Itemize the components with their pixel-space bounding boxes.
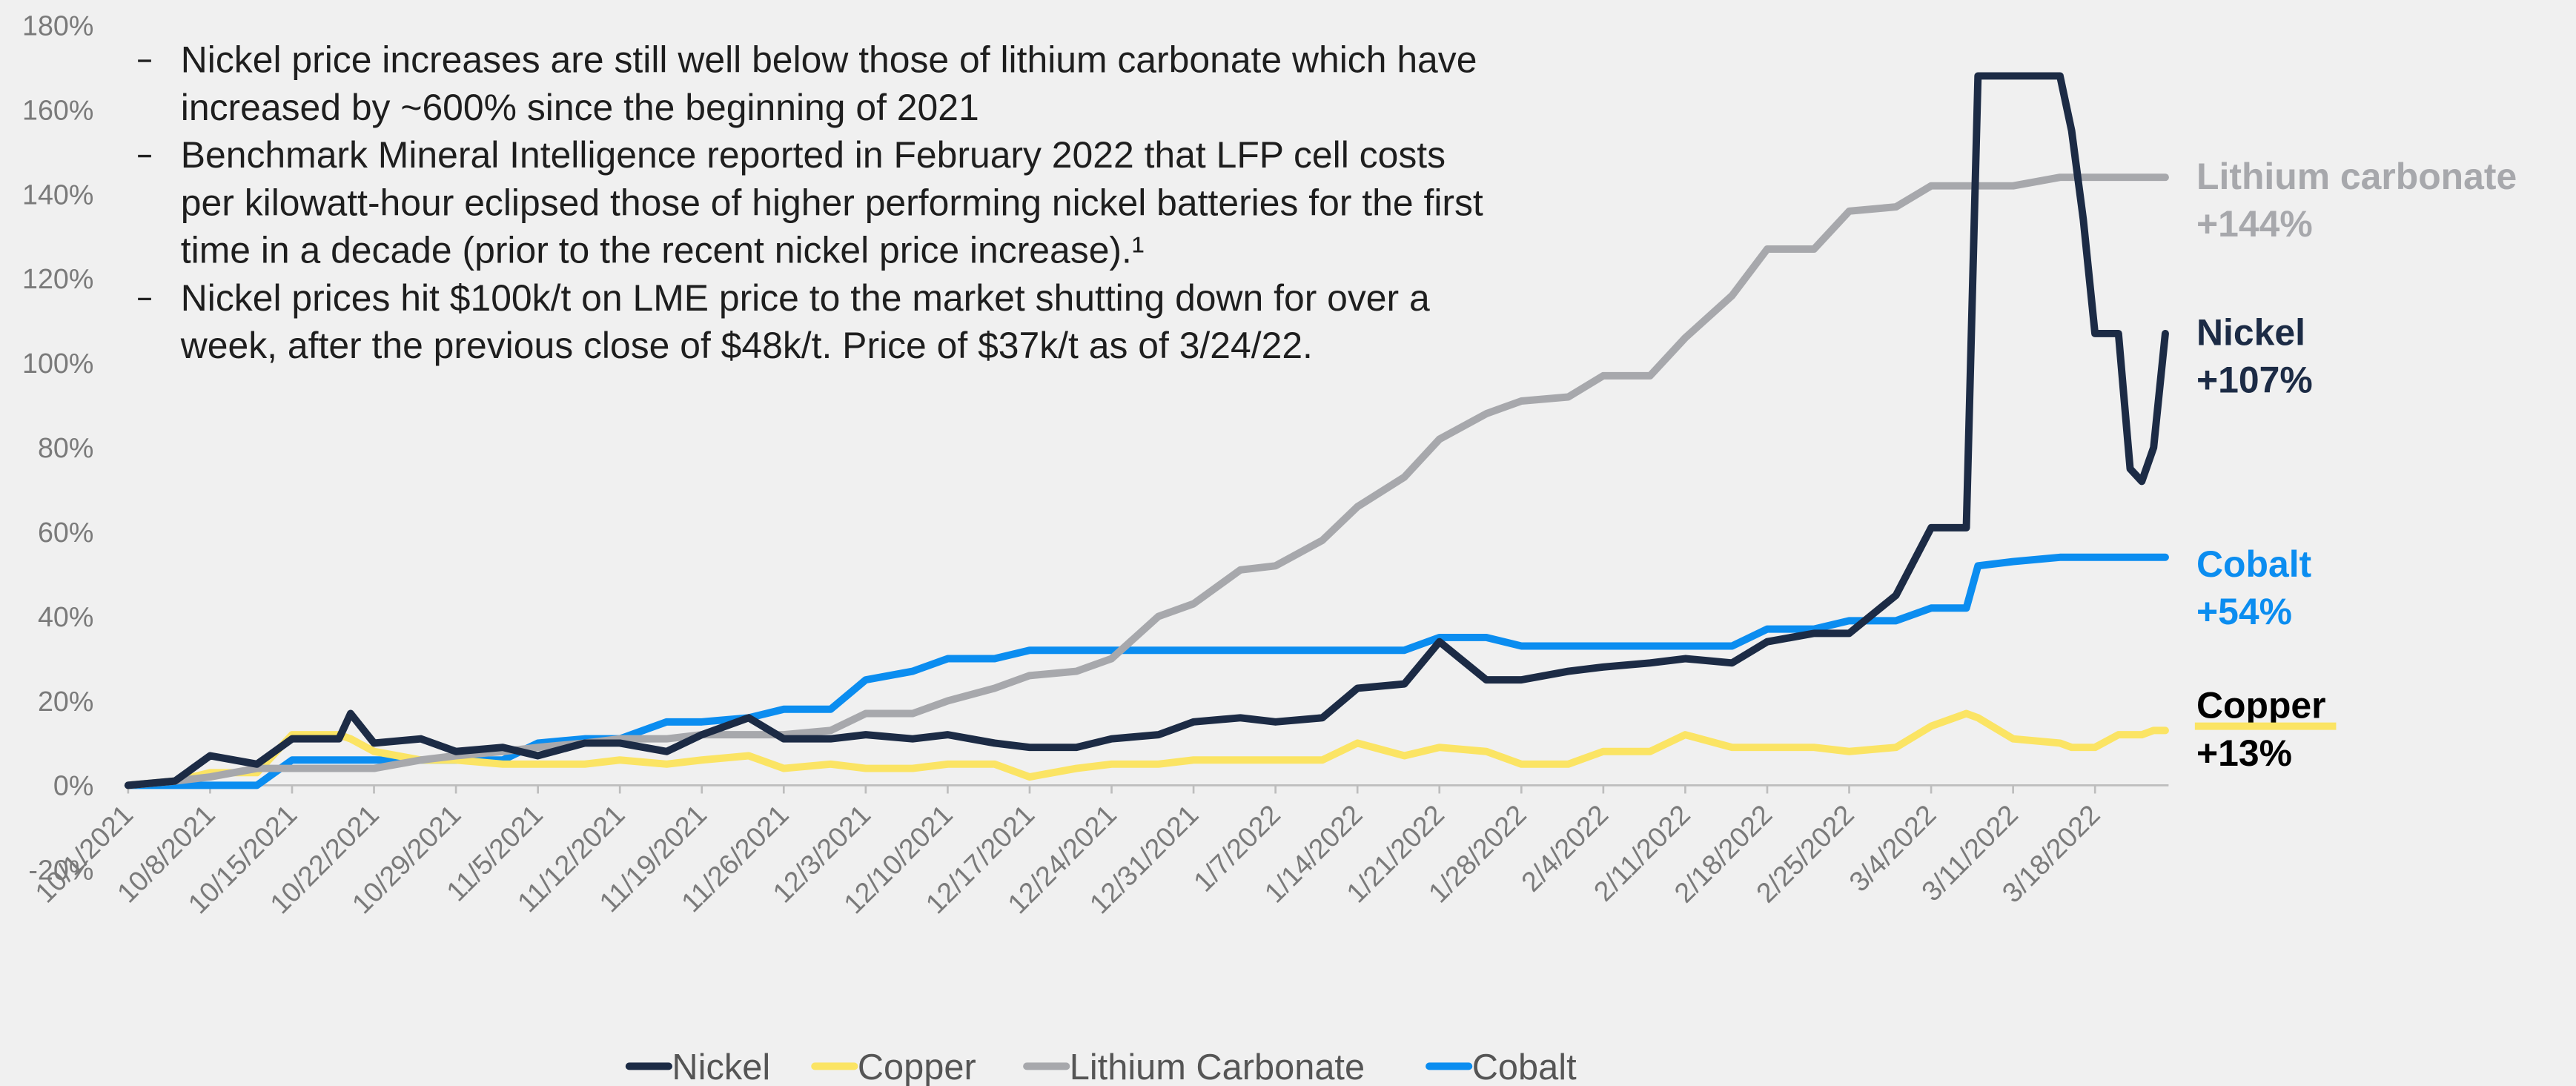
y-tick-label: 160% bbox=[22, 94, 93, 125]
end-label-name: Nickel bbox=[2196, 311, 2305, 353]
end-label: Cobalt +54% bbox=[2196, 543, 2311, 632]
y-tick-label: 40% bbox=[38, 601, 93, 632]
legend-item: Lithium Carbonate bbox=[1023, 1047, 1365, 1086]
end-label: Nickel +107% bbox=[2196, 311, 2313, 400]
y-tick-label: 80% bbox=[38, 432, 93, 463]
end-label-name: Cobalt bbox=[2196, 543, 2311, 585]
y-tick-label: 100% bbox=[22, 348, 93, 379]
end-label-value: +144% bbox=[2196, 203, 2313, 245]
legend-label: Copper bbox=[858, 1047, 976, 1086]
y-tick-label: 60% bbox=[38, 517, 93, 548]
annotation-line: time in a decade (prior to the recent ni… bbox=[181, 230, 1145, 271]
legend-label: Nickel bbox=[672, 1047, 770, 1086]
end-label-name: Lithium carbonate bbox=[2196, 156, 2517, 197]
legend-item: Nickel bbox=[625, 1047, 770, 1086]
end-label-value: +107% bbox=[2196, 360, 2313, 401]
annotation-line: week, after the previous close of $48k/t… bbox=[180, 325, 1313, 366]
y-tick-label: 120% bbox=[22, 263, 93, 294]
series-line bbox=[124, 173, 2169, 789]
y-tick-label: 0% bbox=[53, 770, 93, 801]
annotation-line: Nickel price increases are still well be… bbox=[181, 39, 1477, 81]
annotation-line: Nickel prices hit $100k/t on LME price t… bbox=[181, 277, 1430, 319]
end-label-name: Copper bbox=[2196, 685, 2326, 726]
legend-label: Cobalt bbox=[1472, 1047, 1577, 1086]
y-tick-label: 20% bbox=[38, 686, 93, 717]
end-label-value: +13% bbox=[2196, 732, 2292, 774]
series-line bbox=[124, 72, 2169, 789]
legend-item: Cobalt bbox=[1426, 1047, 1577, 1086]
y-tick-label: -20% bbox=[28, 855, 93, 886]
annotation-line: increased by ~600% since the beginning o… bbox=[181, 87, 979, 128]
end-label-value: +54% bbox=[2196, 591, 2292, 632]
legend-label: Lithium Carbonate bbox=[1070, 1047, 1365, 1086]
end-label: Lithium carbonate +144% bbox=[2196, 156, 2517, 245]
series-line bbox=[124, 709, 2169, 789]
annotation-line: Benchmark Mineral Intelligence reported … bbox=[181, 134, 1446, 176]
y-tick-label: 180% bbox=[22, 10, 93, 41]
end-label: Copper +13% bbox=[2194, 685, 2337, 774]
annotation-line: per kilowatt-hour eclipsed those of high… bbox=[181, 182, 1483, 223]
y-tick-label: 140% bbox=[22, 179, 93, 210]
legend-item: Copper bbox=[811, 1047, 976, 1086]
